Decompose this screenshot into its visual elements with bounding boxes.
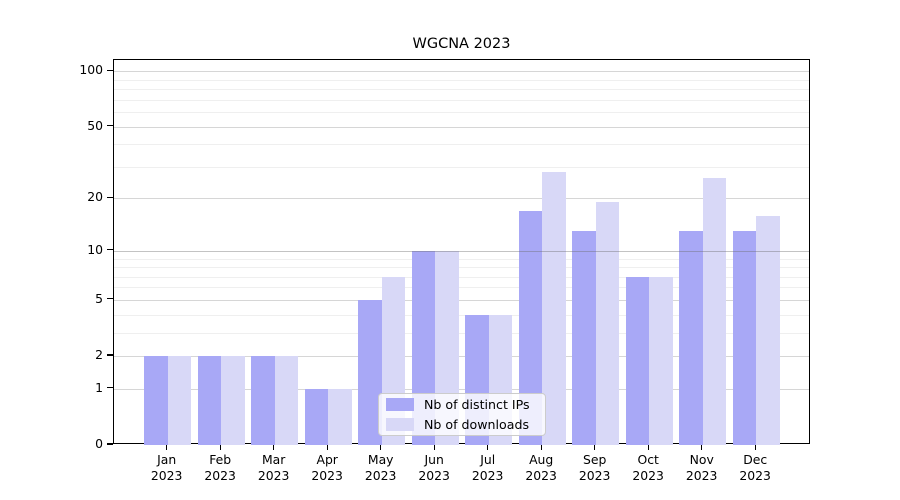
x-axis-tick — [701, 445, 703, 450]
legend-swatch-downloads-icon — [386, 418, 414, 431]
bar-downloads — [595, 202, 620, 445]
y-axis-tick — [107, 387, 113, 389]
x-axis-tick-label: Feb 2023 — [204, 452, 236, 483]
y-axis-tick — [107, 354, 113, 356]
y-axis-tick — [107, 443, 113, 445]
minor-gridline — [114, 166, 809, 168]
minor-gridline — [114, 267, 809, 269]
x-axis-tick — [380, 445, 382, 450]
bar-downloads — [542, 172, 566, 445]
x-axis-tick — [219, 445, 221, 450]
y-axis-tick-label: 1 — [95, 379, 103, 395]
y-axis-tick-label: 5 — [95, 290, 103, 306]
chart-title: WGCNA 2023 — [412, 36, 511, 52]
y-axis-tick — [107, 196, 113, 198]
x-axis-tick — [647, 445, 649, 450]
major-gridline — [114, 388, 809, 390]
y-axis-tick — [107, 69, 113, 71]
x-axis-tick-label: Mar 2023 — [257, 452, 290, 483]
minor-gridline — [114, 79, 809, 81]
legend-label-distinct-ips: Nb of distinct IPs — [424, 397, 530, 412]
bar-distinct-ips — [197, 356, 222, 445]
bar-distinct-ips — [625, 276, 650, 445]
legend-label-downloads: Nb of downloads — [424, 417, 530, 432]
bar-downloads — [274, 356, 299, 445]
x-axis-tick — [326, 445, 328, 450]
x-axis-tick-label: Sep 2023 — [578, 452, 611, 483]
bar-distinct-ips — [358, 299, 382, 445]
x-axis-tick-label: Jun 2023 — [418, 452, 450, 483]
major-gridline — [114, 299, 809, 301]
bar-distinct-ips — [679, 231, 703, 445]
legend-swatch-distinct-ips-icon — [386, 398, 414, 411]
major-gridline — [114, 71, 809, 73]
bar-downloads — [649, 276, 673, 445]
bar-downloads — [756, 215, 780, 445]
minor-gridline — [114, 332, 809, 334]
minor-gridline — [114, 144, 809, 146]
bar-distinct-ips — [144, 356, 168, 445]
y-axis-tick-label: 10 — [87, 241, 103, 257]
x-axis-tick-label: May 2023 — [364, 452, 397, 483]
minor-gridline — [114, 99, 809, 101]
major-gridline — [114, 198, 809, 200]
x-axis-tick-label: Nov 2023 — [685, 452, 718, 483]
bar-downloads — [702, 178, 727, 445]
bar-distinct-ips — [572, 231, 596, 445]
x-axis-tick-label: Apr 2023 — [311, 452, 343, 483]
x-axis-tick — [754, 445, 756, 450]
legend-item-distinct-ips: Nb of distinct IPs — [386, 395, 545, 415]
y-axis-tick — [107, 249, 113, 251]
major-gridline — [114, 126, 809, 128]
major-gridline — [114, 250, 809, 252]
bar-distinct-ips — [518, 210, 543, 445]
x-axis-tick — [273, 445, 275, 450]
minor-gridline — [114, 314, 809, 316]
bar-distinct-ips — [732, 231, 757, 445]
major-gridline — [114, 356, 809, 358]
minor-gridline — [114, 276, 809, 278]
bar-downloads — [328, 388, 352, 445]
y-axis-tick-label: 0 — [95, 436, 103, 451]
plot-area — [113, 59, 810, 445]
minor-gridline — [114, 287, 809, 289]
y-axis-tick — [107, 124, 113, 127]
legend: Nb of distinct IPs Nb of downloads — [378, 393, 546, 436]
x-axis-tick-label: Oct 2023 — [632, 452, 664, 483]
y-axis-tick-label: 20 — [87, 189, 103, 205]
x-axis-tick — [433, 445, 435, 450]
y-axis-tick-label: 50 — [87, 117, 103, 133]
x-axis-tick-label: Jul 2023 — [471, 452, 504, 483]
x-axis-tick-label: Jan 2023 — [150, 452, 183, 483]
x-axis-tick — [487, 445, 489, 450]
legend-item-downloads: Nb of downloads — [386, 415, 545, 435]
x-axis-tick — [540, 445, 542, 450]
x-axis-tick-label: Dec 2023 — [739, 452, 771, 483]
minor-gridline — [114, 89, 809, 91]
bar-downloads — [167, 356, 192, 445]
x-axis-tick — [594, 445, 596, 450]
y-axis-tick-label: 100 — [79, 62, 103, 78]
minor-gridline — [114, 112, 809, 114]
bar-downloads — [221, 356, 245, 445]
x-axis-tick-label: Aug 2023 — [525, 452, 557, 483]
minor-gridline — [114, 258, 809, 260]
x-axis-tick — [166, 445, 168, 450]
y-axis-tick — [107, 298, 113, 300]
bar-distinct-ips — [304, 388, 329, 445]
y-axis-tick-label: 2 — [95, 347, 103, 363]
bar-distinct-ips — [251, 356, 275, 445]
